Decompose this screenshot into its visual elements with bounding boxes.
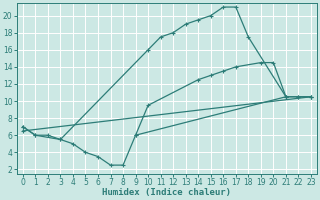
- X-axis label: Humidex (Indice chaleur): Humidex (Indice chaleur): [102, 188, 231, 197]
